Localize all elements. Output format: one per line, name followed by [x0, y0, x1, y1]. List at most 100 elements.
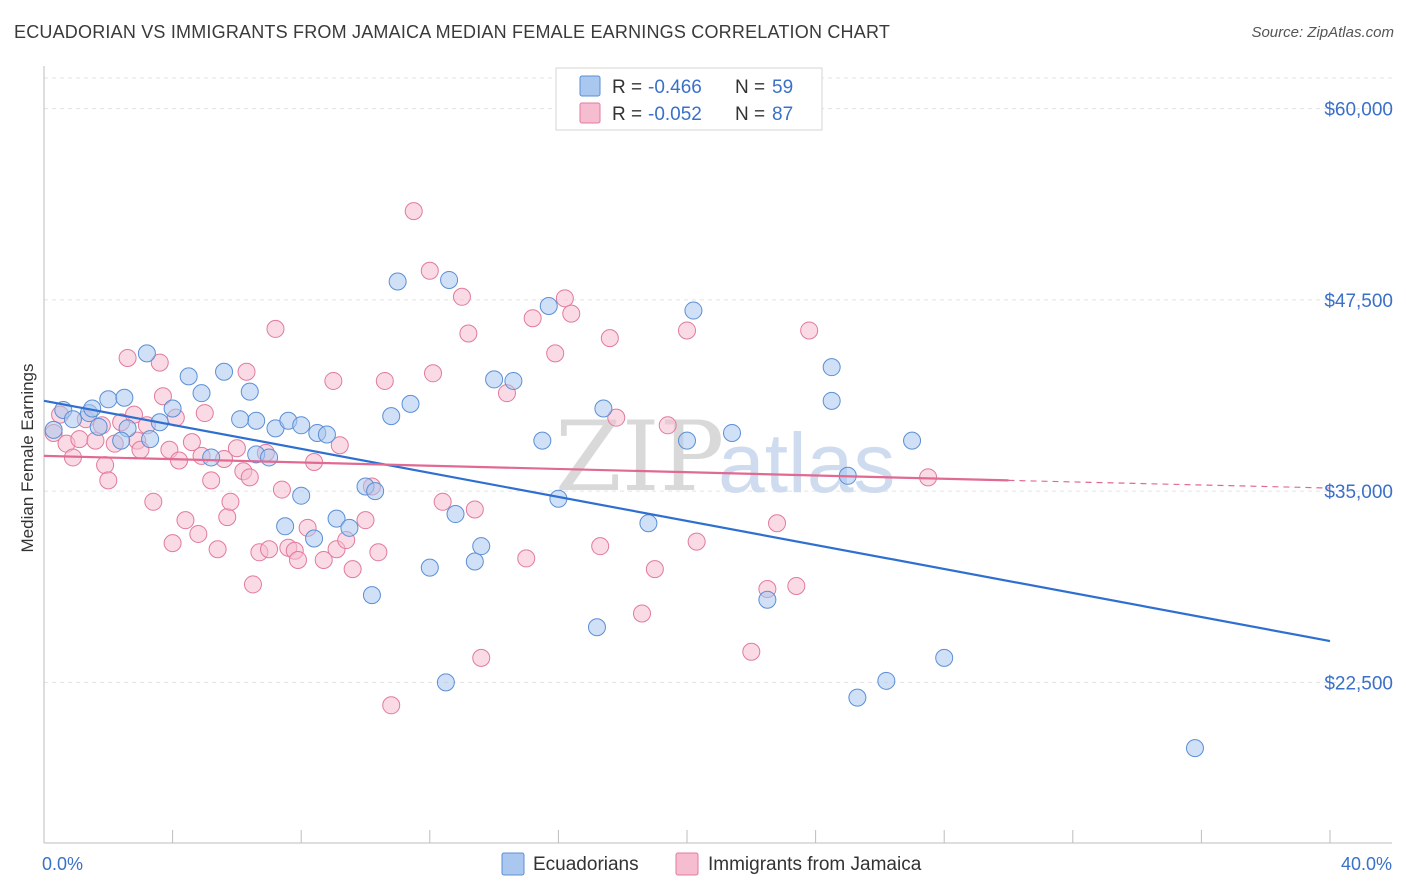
- jamaica-point: [433, 492, 452, 511]
- ecuadorian-point: [292, 486, 311, 505]
- top-legend: R = -0.466 N = 59 R = -0.052 N = 87: [555, 67, 823, 131]
- ecuadorian-point: [247, 411, 266, 430]
- jamaica-point: [787, 576, 806, 595]
- ecuadorian-point: [446, 505, 465, 524]
- jamaica-point: [240, 468, 259, 487]
- bottom-legend-swatch-blue: [501, 852, 525, 876]
- x-tick-max: 40.0%: [1341, 854, 1392, 874]
- bottom-legend: Ecuadorians Immigrants from Jamaica: [501, 852, 922, 876]
- ecuadorian-point: [935, 648, 954, 667]
- ecuadorian-point: [723, 423, 742, 442]
- y-axis-label: Median Female Earnings: [18, 364, 37, 553]
- ecuadorian-point: [822, 391, 841, 410]
- ecuadorian-point: [260, 448, 279, 467]
- ecuadorian-point: [327, 509, 346, 528]
- ecuadorian-point: [305, 529, 324, 548]
- jamaica-point: [523, 309, 542, 328]
- jamaica-point: [208, 540, 227, 559]
- jamaica-point: [591, 537, 610, 556]
- jamaica-point: [243, 575, 262, 594]
- jamaica-point: [768, 514, 787, 533]
- ecuadorian-point: [115, 388, 134, 407]
- legend-n-label-1: N =: [735, 77, 765, 98]
- jamaica-point: [144, 492, 163, 511]
- blue-series-points: [44, 270, 1204, 758]
- jamaica-point: [356, 511, 375, 530]
- ecuadorian-point: [420, 558, 439, 577]
- ecuadorian-point: [44, 420, 63, 439]
- jamaica-point: [424, 364, 443, 383]
- ecuadorian-point: [366, 482, 385, 501]
- legend-swatch-pink: [579, 102, 601, 124]
- jamaica-point: [452, 287, 471, 306]
- jamaica-point: [607, 408, 626, 427]
- ecuadorian-point: [758, 590, 777, 609]
- bottom-legend-swatch-pink: [675, 852, 699, 876]
- jamaica-point: [546, 344, 565, 363]
- jamaica-point: [99, 471, 118, 490]
- ecuadorian-point: [89, 417, 108, 436]
- y-tick-label: $22,500: [1324, 673, 1393, 694]
- legend-r-label-1: R =: [612, 77, 642, 98]
- ecuadorian-point: [533, 431, 552, 450]
- jamaica-point: [645, 560, 664, 579]
- ecuadorian-point: [382, 407, 401, 426]
- y-tick-label: $60,000: [1324, 100, 1393, 121]
- ecuadorian-point: [388, 272, 407, 291]
- jamaica-point: [632, 604, 651, 623]
- jamaica-point: [343, 560, 362, 579]
- jamaica-point: [600, 329, 619, 348]
- ecuadorian-point: [684, 301, 703, 320]
- jamaica-point: [369, 543, 388, 562]
- jamaica-point: [288, 550, 307, 569]
- ecuadorian-point: [903, 431, 922, 450]
- ecuadorian-point: [215, 362, 234, 381]
- jamaica-point: [465, 500, 484, 519]
- legend-n-value-1: 59: [772, 77, 793, 98]
- jamaica-point: [800, 321, 819, 340]
- jamaica-point: [687, 532, 706, 551]
- ecuadorian-point: [340, 518, 359, 537]
- jamaica-point: [324, 371, 343, 390]
- trend-lines: [43, 399, 1331, 643]
- ecuadorian-point: [594, 399, 613, 418]
- jamaica-trend-line: [43, 454, 1009, 482]
- ecuadorian-point: [202, 448, 221, 467]
- jamaica-point: [330, 436, 349, 455]
- axes: [43, 66, 1392, 844]
- ecuadorian-point: [317, 425, 336, 444]
- jamaica-point: [195, 404, 214, 423]
- ecuadorian-point: [848, 688, 867, 707]
- watermark-zip: ZIP: [555, 401, 724, 513]
- jamaica-point: [182, 433, 201, 452]
- ecuadorian-point: [485, 370, 504, 389]
- jamaica-point: [472, 648, 491, 667]
- ecuadorian-trend-line: [43, 399, 1331, 643]
- ecuadorian-point: [877, 671, 896, 690]
- chart-title: ECUADORIAN VS IMMIGRANTS FROM JAMAICA ME…: [14, 22, 891, 42]
- jamaica-point: [118, 348, 137, 367]
- ecuadorian-point: [276, 517, 295, 536]
- legend-r-value-1: -0.466: [648, 77, 702, 98]
- ecuadorian-point: [639, 514, 658, 533]
- jamaica-point: [555, 289, 574, 308]
- legend-r-value-2: -0.052: [648, 104, 702, 125]
- legend-n-value-2: 87: [772, 104, 793, 125]
- ecuadorian-point: [112, 431, 131, 450]
- ecuadorian-point: [472, 537, 491, 556]
- jamaica-point: [202, 471, 221, 490]
- jamaica-point: [404, 202, 423, 221]
- jamaica-point: [658, 416, 677, 435]
- jamaica-point: [218, 508, 237, 527]
- jamaica-point: [562, 304, 581, 323]
- ecuadorian-point: [504, 371, 523, 390]
- ecuadorian-point: [63, 410, 82, 429]
- jamaica-point: [237, 362, 256, 381]
- jamaica-point: [459, 324, 478, 343]
- ecuadorian-point: [539, 296, 558, 315]
- ecuadorian-point: [163, 399, 182, 418]
- ecuadorian-point: [822, 358, 841, 377]
- jamaica-point: [678, 321, 696, 340]
- jamaica-point: [382, 696, 401, 715]
- ecuadorian-point: [192, 384, 211, 403]
